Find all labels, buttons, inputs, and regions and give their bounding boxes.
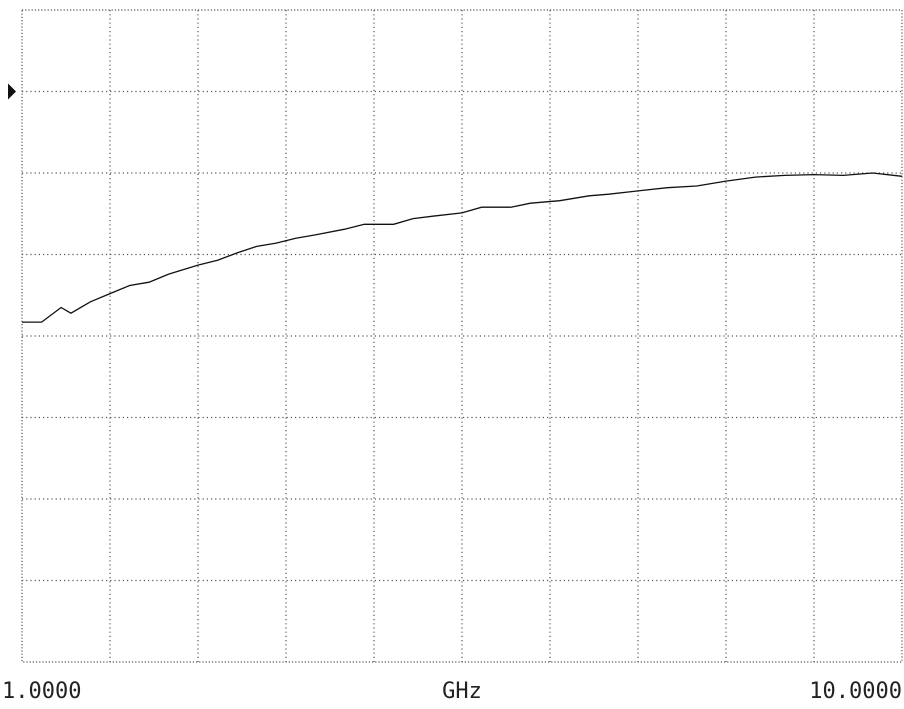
- reference-marker: [8, 83, 16, 100]
- x-tick-label: 1.0000: [2, 679, 81, 704]
- trace: [22, 172, 903, 323]
- x-tick-label: 10.0000: [809, 679, 902, 704]
- x-axis-label: GHz: [442, 679, 482, 704]
